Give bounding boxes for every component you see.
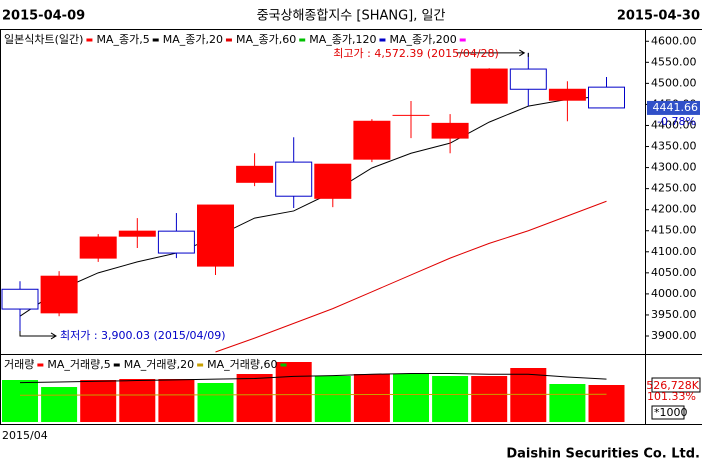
high-annotation: 최고가 : 4,572.39 (2015/04/28) (333, 47, 499, 60)
legend-entry: MA_종가,120 (309, 33, 376, 46)
candle-body (40, 275, 78, 314)
candle-body (236, 165, 274, 183)
legend-swatch (37, 363, 44, 367)
legend-entry: MA_거래량,60 (207, 358, 277, 371)
y-tick-label: 3950.00 (651, 308, 697, 321)
low-annotation: 최저가 : 3,900.03 (2015/04/09) (60, 329, 226, 342)
y-tick-label: 4050.00 (651, 266, 697, 279)
company: Daishin Securities Co. Ltd. (506, 447, 700, 462)
high-pointer (456, 49, 529, 57)
ma-line (19, 373, 607, 384)
legend-title: 일본식차트(일간) (4, 32, 83, 46)
current-price: 4441.66 (653, 101, 699, 114)
volume-box (651, 377, 701, 393)
candle-body (79, 236, 117, 259)
volume-bar (275, 362, 312, 422)
period-label: 2015/04 (2, 429, 48, 442)
candle-body (353, 120, 391, 160)
legend-entry: MA_종가,5 (96, 33, 149, 46)
legend-swatch (152, 38, 159, 42)
candle-body (118, 230, 156, 237)
y-tick-label: 4600.00 (651, 34, 697, 47)
volume-bar (236, 374, 273, 422)
end-date: 2015-04-30 (617, 9, 700, 24)
volume-bar (2, 380, 38, 422)
volume-bar (41, 387, 78, 422)
candle-body (157, 230, 195, 254)
y-tick-label: 4250.00 (651, 182, 697, 195)
candle-body (588, 86, 625, 109)
legend-swatch (459, 38, 466, 42)
legend-swatch (280, 363, 287, 367)
y-tick-label: 4550.00 (651, 55, 697, 68)
volume-bar (471, 376, 508, 422)
volume-bar (510, 368, 547, 422)
candle-body (314, 163, 352, 199)
y-tick-label: 4150.00 (651, 224, 697, 237)
y-tick-label: 4200.00 (651, 203, 697, 216)
price-box (647, 100, 700, 115)
legend-swatch (299, 38, 306, 42)
unit-label: *1000 (654, 406, 688, 419)
y-tick-label: 3900.00 (651, 329, 697, 342)
legend-swatch (197, 363, 204, 367)
unit-box (651, 405, 685, 420)
candle-body (509, 68, 547, 90)
legend-entry: MA_종가,20 (163, 33, 223, 46)
legend-swatch (379, 38, 386, 42)
y-tick-label: 4400.00 (651, 118, 697, 131)
candle-body (548, 88, 586, 101)
candle-body (1, 288, 39, 310)
ma-line (19, 393, 607, 396)
change-label: -0.78% (657, 115, 696, 128)
legend-entry: MA_종가,200 (389, 33, 456, 46)
legend-entry: MA_거래량,5 (47, 358, 110, 371)
volume-bar (197, 383, 234, 422)
candle-body (470, 68, 508, 104)
candle-body (431, 122, 469, 139)
candle-body (275, 161, 313, 197)
volume-bar (158, 379, 195, 422)
ratio-label: 101.33% (647, 390, 696, 403)
ma-line (19, 95, 607, 317)
start-date: 2015-04-09 (2, 9, 85, 24)
volume-bar (314, 376, 351, 422)
y-tick-label: 4000.00 (651, 287, 697, 300)
volume-bar (353, 374, 390, 422)
volume-bar (588, 385, 625, 422)
low-pointer (19, 330, 57, 340)
chart-title: 중국상해종합지수 [SHANG], 일간 (257, 9, 446, 24)
ma-line (215, 200, 607, 353)
volume-label: 526,728K (646, 379, 699, 392)
candle-body (197, 204, 234, 267)
volume-bar (432, 376, 469, 422)
legend-swatch (113, 363, 120, 367)
legend-swatch (225, 38, 232, 42)
y-tick-label: 4500.00 (651, 76, 697, 89)
volume-bar (80, 380, 117, 422)
legend-title: 거래량 (4, 358, 34, 371)
legend-entry: MA_거래량,20 (124, 358, 194, 371)
legend-swatch (86, 38, 93, 42)
y-tick-label: 4100.00 (651, 245, 697, 258)
volume-bar (393, 374, 429, 422)
legend-entry: MA_종가,60 (236, 33, 296, 46)
volume-bar (549, 384, 586, 422)
y-tick-label: 4300.00 (651, 161, 697, 174)
volume-bar (119, 379, 156, 422)
y-tick-label: 4350.00 (651, 140, 697, 153)
